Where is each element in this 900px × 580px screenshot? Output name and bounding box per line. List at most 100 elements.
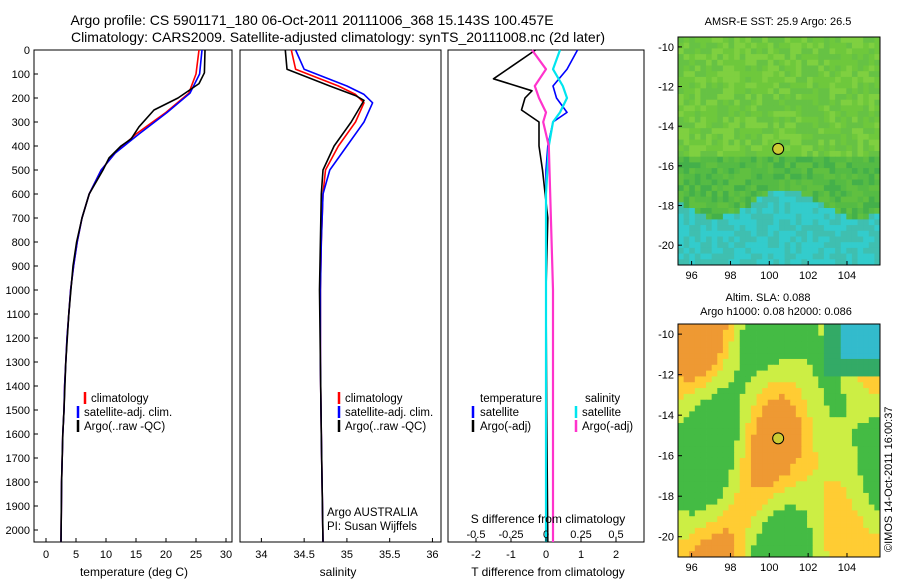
heatmap-cell xyxy=(734,173,741,180)
heatmap-cell xyxy=(728,65,735,72)
heatmap-cell xyxy=(846,37,853,44)
heatmap-cell xyxy=(779,510,786,517)
heatmap-cell xyxy=(812,492,819,500)
heatmap-cell xyxy=(722,434,729,441)
heatmap-cell xyxy=(678,88,685,95)
heatmap-cell xyxy=(773,225,780,232)
heatmap-cell xyxy=(829,259,836,266)
heatmap-cell xyxy=(678,516,685,523)
heatmap-cell xyxy=(818,162,825,169)
heatmap-cell xyxy=(745,202,752,209)
heatmap-cell xyxy=(795,428,802,436)
heatmap-cell xyxy=(818,42,825,49)
heatmap-cell xyxy=(835,498,842,505)
heatmap-cell xyxy=(779,219,786,226)
heatmap-cell xyxy=(722,88,729,95)
heatmap-cell xyxy=(694,156,701,163)
heatmap-cell xyxy=(734,185,741,192)
heatmap-cell xyxy=(700,423,707,430)
heatmap-cell xyxy=(678,469,685,476)
heatmap-cell xyxy=(689,329,696,337)
heatmap-cell xyxy=(807,76,814,83)
heatmap-cell xyxy=(790,388,797,395)
heatmap-cell xyxy=(728,122,735,129)
heatmap-cell xyxy=(801,347,808,354)
heatmap-cell xyxy=(823,463,830,471)
heatmap-cell xyxy=(840,551,847,558)
heatmap-cell xyxy=(846,242,853,249)
heatmap-cell xyxy=(835,522,842,529)
heatmap-cell xyxy=(807,202,814,209)
heatmap-cell xyxy=(773,463,780,471)
heatmap-cell xyxy=(868,185,875,192)
heatmap-cell xyxy=(689,76,696,83)
heatmap-cell xyxy=(745,399,752,406)
heatmap-cell xyxy=(818,370,825,377)
heatmap-cell xyxy=(846,59,853,66)
heatmap-cell xyxy=(874,173,881,180)
heatmap-cell xyxy=(711,434,718,441)
heatmap-cell xyxy=(706,504,713,511)
heatmap-cell xyxy=(812,510,819,517)
heatmap-cell xyxy=(745,353,752,360)
heatmap-cell xyxy=(801,498,808,505)
heatmap-cell xyxy=(790,168,797,175)
temperature-x-tick-label: 15 xyxy=(130,549,142,561)
heatmap-cell xyxy=(807,492,814,500)
heatmap-cell xyxy=(812,162,819,169)
heatmap-cell xyxy=(683,498,690,505)
heatmap-cell xyxy=(706,347,713,354)
heatmap-cell xyxy=(689,440,696,447)
heatmap-cell xyxy=(683,492,690,500)
heatmap-cell xyxy=(857,347,864,354)
heatmap-cell xyxy=(678,42,685,49)
heatmap-cell xyxy=(818,253,825,260)
heatmap-cell xyxy=(818,539,825,546)
heatmap-cell xyxy=(739,179,746,186)
heatmap-cell xyxy=(801,463,808,471)
heatmap-cell xyxy=(784,88,791,95)
heatmap-cell xyxy=(678,393,685,401)
heatmap-cell xyxy=(868,463,875,471)
heatmap-cell xyxy=(694,341,701,348)
heatmap-cell xyxy=(823,65,830,72)
heatmap-cell xyxy=(756,225,763,232)
heatmap-cell xyxy=(829,225,836,232)
heatmap-cell xyxy=(711,411,718,418)
heatmap-cell xyxy=(728,388,735,395)
heatmap-cell xyxy=(767,417,774,424)
heatmap-cell xyxy=(829,105,836,112)
heatmap-cell xyxy=(840,139,847,146)
heatmap-cell xyxy=(694,417,701,424)
heatmap-cell xyxy=(868,162,875,169)
heatmap-cell xyxy=(706,527,713,535)
heatmap-cell xyxy=(750,82,757,89)
heatmap-cell xyxy=(706,533,713,540)
heatmap-cell xyxy=(728,59,735,66)
heatmap-cell xyxy=(717,353,724,360)
heatmap-cell xyxy=(840,168,847,175)
heatmap-cell xyxy=(868,99,875,106)
heatmap-cell xyxy=(829,527,836,535)
heatmap-cell xyxy=(874,457,881,465)
heatmap-cell xyxy=(863,128,870,135)
heatmap-cell xyxy=(762,370,769,377)
heatmap-cell xyxy=(694,196,701,203)
heatmap-cell xyxy=(846,393,853,401)
heatmap-cell xyxy=(689,202,696,209)
depth-tick-label: 1100 xyxy=(6,309,30,321)
heatmap-cell xyxy=(762,259,769,266)
heatmap-cell xyxy=(851,393,858,401)
series-line-argo-adj- xyxy=(531,49,555,542)
heatmap-cell xyxy=(683,417,690,424)
heatmap-cell xyxy=(739,475,746,482)
heatmap-cell xyxy=(779,393,786,401)
heatmap-cell xyxy=(773,539,780,546)
heatmap-cell xyxy=(807,122,814,129)
heatmap-cell xyxy=(851,59,858,66)
heatmap-cell xyxy=(694,168,701,175)
heatmap-cell xyxy=(857,94,864,101)
heatmap-cell xyxy=(767,128,774,135)
heatmap-cell xyxy=(812,88,819,95)
heatmap-cell xyxy=(750,247,757,254)
